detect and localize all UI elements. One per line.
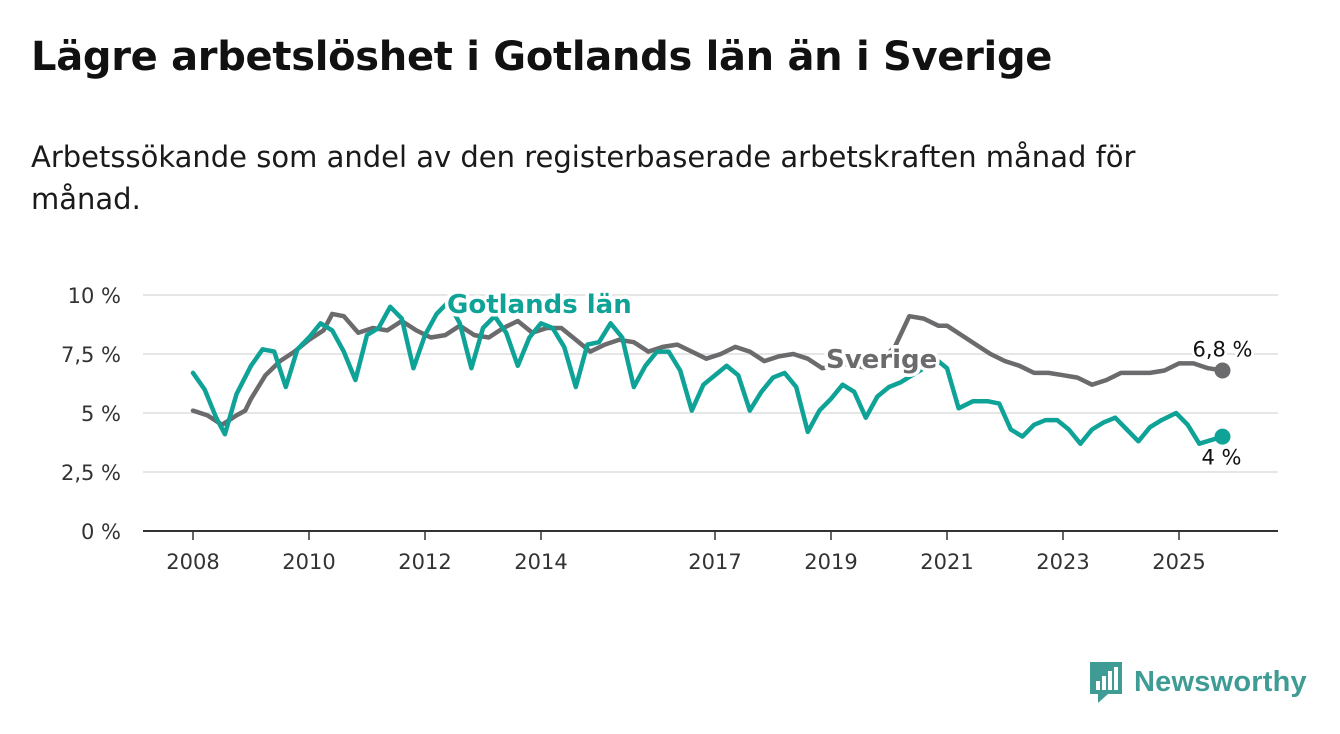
brand-name: Newsworthy: [1134, 665, 1307, 698]
bar-chart-speech-bubble-icon: [1090, 662, 1122, 703]
x-tick-label: 2017: [688, 550, 741, 574]
series-labels: Sverige Gotlands län 6,8 % 4 %: [444, 287, 1256, 473]
y-tick-label: 7,5 %: [61, 343, 121, 367]
y-tick-label: 0 %: [81, 520, 121, 544]
gotland-end-value-label: 4 %: [1202, 446, 1242, 470]
sverige-series-label: Sverige: [826, 345, 937, 375]
y-tick-label: 5 %: [81, 402, 121, 426]
sverige-end-point: [1214, 362, 1231, 379]
x-tick-label: 2023: [1036, 550, 1089, 574]
gotland-series-label: Gotlands län: [447, 290, 632, 320]
sverige-end-value-label: 6,8 %: [1192, 338, 1252, 362]
sverige-line: [190, 311, 1225, 428]
y-tick-label: 2,5 %: [61, 461, 121, 485]
y-axis-tick-labels: 0 % 2,5 % 5 % 7,5 % 10 %: [61, 284, 121, 544]
line-chart: 0 % 2,5 % 5 % 7,5 % 10 % 2008 2010 2012 2014 201…: [61, 284, 1278, 574]
x-tick-label: 2014: [514, 550, 567, 574]
brand-logo: Newsworthy: [1088, 660, 1307, 704]
gotland-line: [190, 299, 1225, 446]
series-lines: [190, 299, 1231, 446]
page-title: Lägre arbetslöshet i Gotlands län än i S…: [31, 34, 1053, 80]
x-tick-label: 2019: [804, 550, 857, 574]
x-tick-label: 2025: [1152, 550, 1205, 574]
x-axis-tick-labels: 2008 2010 2012 2014 2017 2019 2021 2023 2025: [166, 531, 1206, 574]
x-tick-label: 2012: [398, 550, 451, 574]
y-tick-label: 10 %: [68, 284, 121, 308]
grid-lines: [143, 294, 1278, 532]
chart-subtitle: Arbetssökande som andel av den registerb…: [31, 140, 1136, 216]
x-tick-label: 2021: [920, 550, 973, 574]
x-tick-label: 2010: [282, 550, 335, 574]
gotland-end-point: [1214, 428, 1231, 445]
x-tick-label: 2008: [166, 550, 219, 574]
